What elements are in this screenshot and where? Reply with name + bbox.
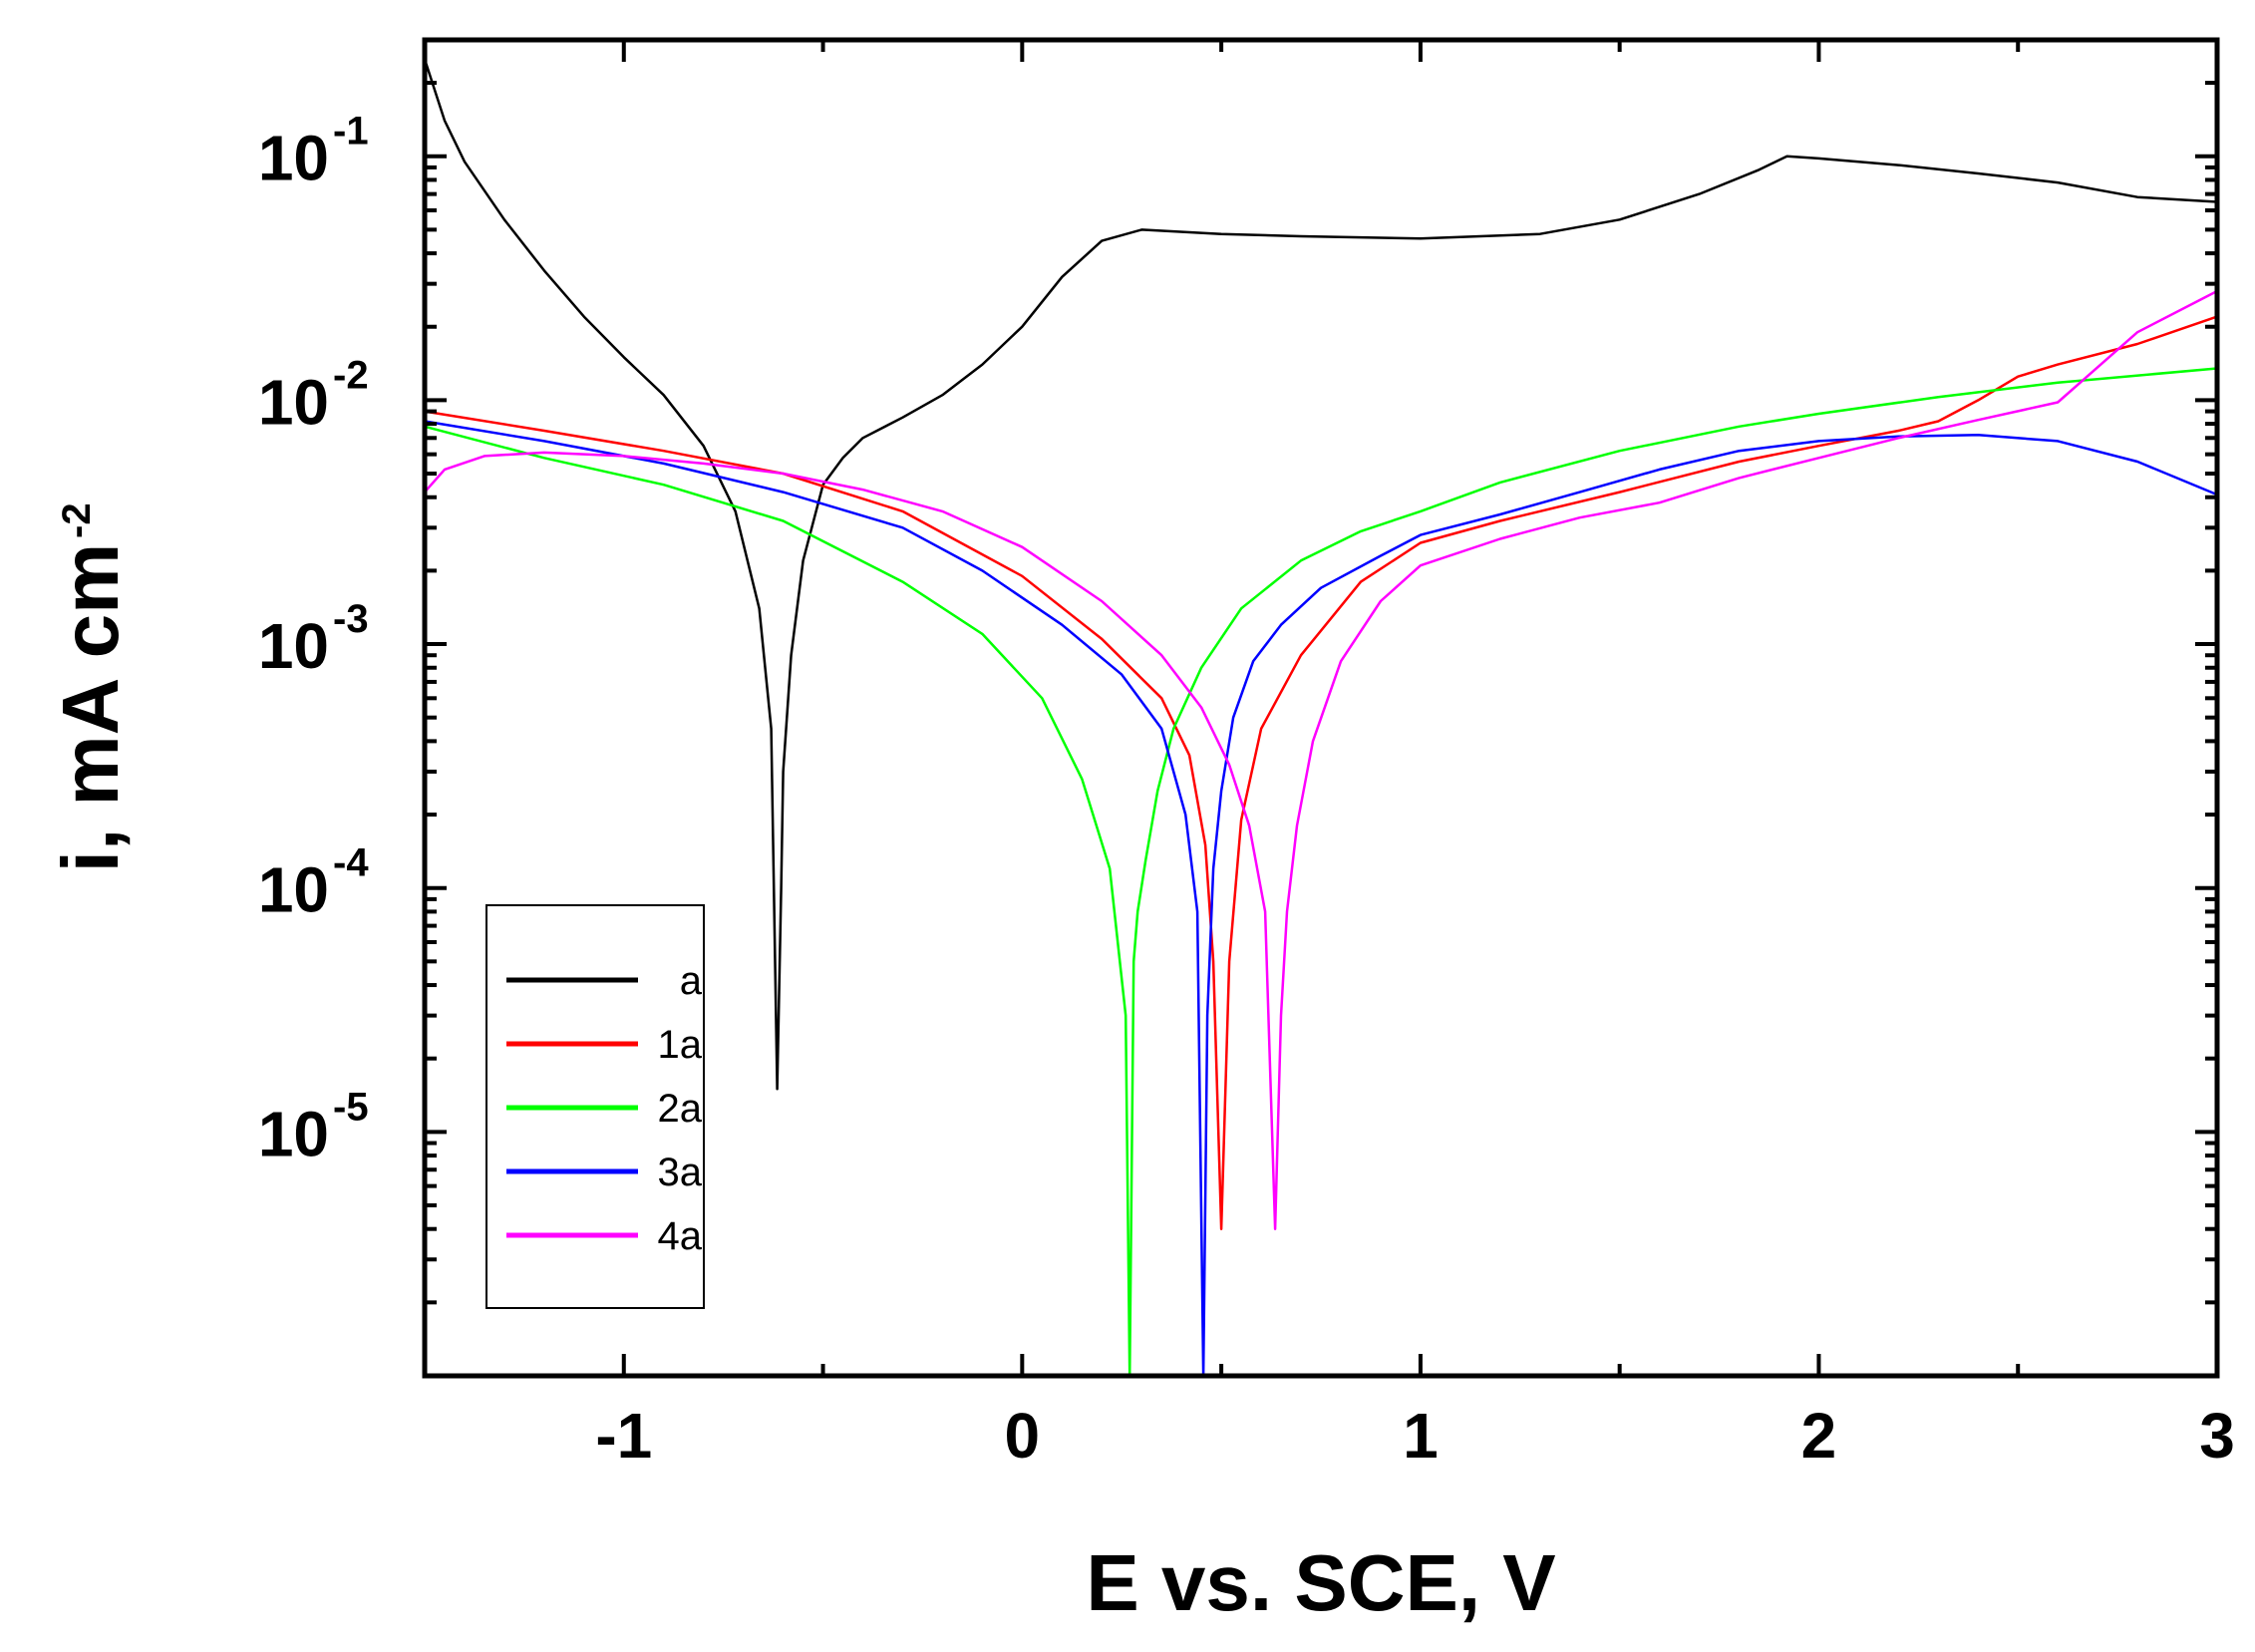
legend-label-3a: 3a bbox=[658, 1151, 703, 1194]
x-tick-label: 2 bbox=[1801, 1400, 1837, 1472]
y-tick-label-exponent: -5 bbox=[333, 1085, 369, 1129]
y-axis-label: i, mA cm bbox=[46, 543, 135, 872]
y-tick-label-exponent: -1 bbox=[333, 110, 369, 154]
x-axis-label: E vs. SCE, V bbox=[1086, 1538, 1555, 1627]
series-layer bbox=[423, 59, 2218, 1378]
legend-label-2a: 2a bbox=[658, 1087, 703, 1131]
y-tick-label-exponent: -3 bbox=[333, 597, 369, 641]
y-tick-label: 10 bbox=[258, 610, 329, 682]
series-line-a bbox=[423, 59, 2218, 1091]
x-tick-label: 1 bbox=[1403, 1400, 1439, 1472]
legend: a 1a 2a 3a 4a bbox=[485, 904, 705, 1309]
series-line-1a bbox=[424, 315, 2218, 1230]
legend-label-a: a bbox=[680, 959, 703, 1003]
series-line-4a bbox=[424, 289, 2218, 1230]
y-tick-label: 10 bbox=[258, 366, 329, 438]
y-axis-ticks: 10-110-210-310-410-5 bbox=[258, 81, 2217, 1378]
plot-frame bbox=[422, 37, 2220, 1379]
legend-label-1a: 1a bbox=[658, 1023, 703, 1067]
y-axis-label-group: i, mA cm -2 bbox=[46, 502, 135, 872]
y-axis-label-superscript: -2 bbox=[55, 502, 99, 538]
series-line-2a bbox=[424, 367, 2218, 1378]
y-tick-label-exponent: -2 bbox=[333, 353, 369, 397]
x-tick-label: -1 bbox=[595, 1400, 652, 1472]
y-tick-label: 10 bbox=[258, 123, 329, 194]
y-tick-label: 10 bbox=[258, 1098, 329, 1169]
x-axis-ticks: -1 0 1 2 3 bbox=[423, 40, 2235, 1472]
y-tick-label: 10 bbox=[258, 854, 329, 926]
legend-label-4a: 4a bbox=[658, 1214, 703, 1258]
y-tick-label-exponent: -4 bbox=[333, 841, 369, 885]
series-line-3a bbox=[424, 420, 2218, 1378]
x-tick-label: 3 bbox=[2199, 1400, 2235, 1472]
x-tick-label: 0 bbox=[1005, 1400, 1041, 1472]
